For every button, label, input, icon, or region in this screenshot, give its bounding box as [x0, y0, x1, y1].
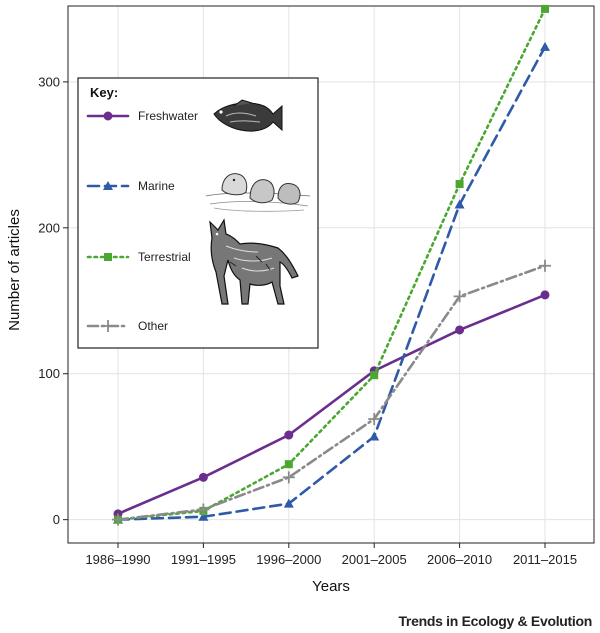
y-axis: 0 100 200 300 [38, 74, 68, 527]
x-tick-label: 2001–2005 [342, 552, 407, 567]
data-point-terrestrial [541, 4, 549, 13]
fish-illustration [213, 99, 283, 132]
data-point-other [539, 259, 551, 272]
series-line-other [116, 264, 547, 521]
x-tick-label: 2011–2015 [513, 552, 577, 567]
plot-frame [67, 5, 595, 544]
legend-marker-terrestrial [104, 253, 112, 261]
data-point-freshwater [540, 290, 550, 300]
legend: Key: Freshwater Marine Terrestrial Other [77, 77, 319, 349]
x-tick-label: 1986–1990 [85, 552, 150, 567]
legend-label-freshwater: Freshwater [138, 109, 198, 123]
data-point-freshwater [284, 430, 294, 440]
data-point-freshwater [455, 325, 465, 335]
wolf-illustration [209, 218, 299, 305]
data-point-terrestrial [370, 371, 379, 380]
data-point-other [368, 412, 381, 425]
x-axis-title: Years [312, 578, 350, 595]
y-axis-title: Number of articles [6, 209, 23, 331]
data-point-marine [454, 199, 465, 209]
series-line-terrestrial [116, 7, 547, 521]
data-point-other [282, 471, 295, 484]
data-point-marine [540, 41, 550, 51]
data-point-terrestrial [284, 460, 293, 469]
series-line-freshwater [116, 293, 547, 516]
y-tick-label: 0 [53, 512, 60, 527]
series-line-marine [116, 45, 547, 521]
data-point-freshwater [198, 472, 208, 482]
legend-item-marine: Marine [86, 179, 175, 193]
y-tick-label: 100 [38, 366, 60, 381]
seals-illustration [205, 173, 311, 212]
data-point-other [197, 503, 210, 516]
legend-items: Freshwater Marine Terrestrial Other [86, 109, 198, 333]
legend-label-terrestrial: Terrestrial [138, 250, 191, 264]
legend-title: Key: [90, 85, 118, 100]
data-point-marine [283, 498, 294, 508]
data-point-other [112, 513, 124, 526]
legend-marker-other [102, 320, 114, 332]
legend-label-marine: Marine [138, 179, 175, 193]
x-axis: 1986–1990 1991–1995 1996–2000 2001–2005 2006… [85, 543, 577, 567]
series-freshwater [113, 290, 550, 519]
legend-marker-freshwater [103, 111, 113, 121]
x-tick-label: 2006–2010 [427, 552, 492, 567]
series-other [112, 259, 551, 526]
legend-label-other: Other [138, 319, 168, 333]
journal-credit: Trends in Ecology & Evolution [398, 613, 592, 629]
legend-item-terrestrial: Terrestrial [86, 250, 191, 264]
x-tick-label: 1996–2000 [256, 552, 321, 567]
data-point-other [453, 290, 466, 303]
series-layer [112, 4, 551, 526]
data-point-marine [369, 431, 380, 441]
data-point-marine [198, 511, 209, 521]
legend-marker-marine [103, 181, 113, 190]
y-tick-label: 200 [38, 220, 60, 235]
x-tick-label: 1991–1995 [171, 552, 236, 567]
y-tick-label: 300 [38, 74, 60, 89]
legend-item-other: Other [86, 319, 168, 333]
legend-item-freshwater: Freshwater [86, 109, 198, 123]
data-point-terrestrial [455, 180, 464, 189]
